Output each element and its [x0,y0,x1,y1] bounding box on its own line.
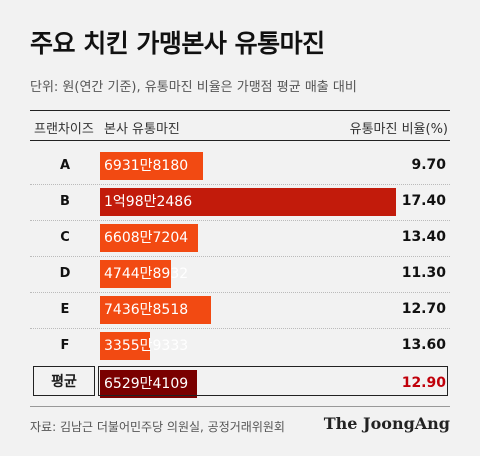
bar-value-label: 1억98만2486 [104,194,193,210]
row-separator [30,256,450,257]
bar-value-label: 3355만9333 [104,338,189,354]
category-label: F [60,338,70,353]
bar [100,152,203,180]
row-separator [30,184,450,185]
header-bottom-rule [30,140,450,141]
row-separator [30,292,450,293]
bar-value-label: 6608만7204 [104,230,189,246]
ratio-value: 9.70 [411,157,446,173]
ratio-value: 12.90 [401,375,446,391]
footer-rule [30,406,450,407]
bar-value-label: 6529만4109 [104,376,189,392]
ratio-value: 11.30 [401,265,446,281]
category-label: B [60,194,70,209]
category-label: A [59,158,71,173]
bar-value-label: 7436만8518 [104,302,189,318]
header-margin: 본사 유통마진 [104,122,180,137]
bar [100,224,198,252]
source-note: 자료: 김남근 더불어민주당 의원실, 공정거래위원회 [30,420,285,434]
bar-value-label: 4744만8932 [104,266,189,282]
bar [100,332,150,360]
bar [100,370,197,398]
average-label-box: 평균 [33,366,95,396]
header-top-rule [30,110,450,111]
ratio-value: 17.40 [401,193,446,209]
chart-subtitle: 단위: 원(연간 기준), 유통마진 비율은 가맹점 평균 매출 대비 [30,80,357,95]
ratio-value: 12.70 [401,301,446,317]
ratio-value: 13.40 [401,229,446,245]
category-label: D [59,266,71,281]
average-row-outline [98,366,448,396]
bar-value-label: 6931만8180 [104,158,189,174]
category-label: E [60,302,70,317]
chart-title: 주요 치킨 가맹본사 유통마진 [30,29,325,58]
header-franchise: 프랜차이즈 [34,122,94,137]
row-separator [30,328,450,329]
ratio-value: 13.60 [401,337,446,353]
publisher-logo: The JoongAng [323,414,450,433]
average-label: 평균 [51,374,77,390]
category-label: C [60,230,70,245]
bar [100,296,211,324]
bar [100,260,171,288]
bar [100,188,396,216]
row-separator [30,220,450,221]
header-ratio: 유통마진 비율(%) [349,122,448,137]
